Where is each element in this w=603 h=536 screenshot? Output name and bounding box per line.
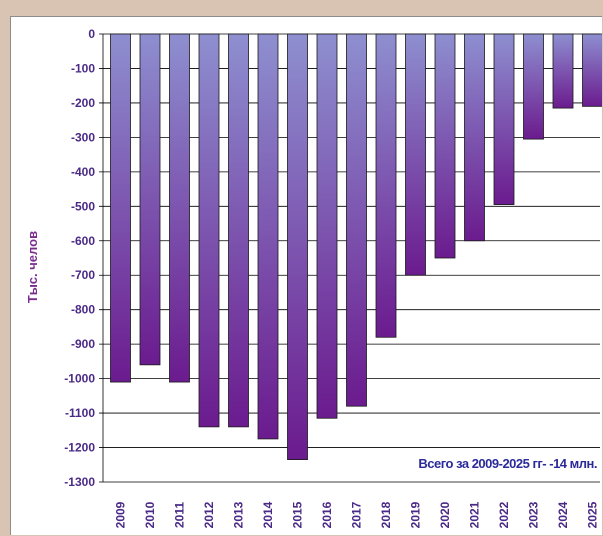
x-tick-label-2017: 2017	[350, 501, 364, 528]
bar-2024	[552, 33, 574, 109]
y-axis-label: Тыс. челов	[25, 231, 40, 303]
x-tick-label-2014: 2014	[261, 501, 275, 528]
y-tick-label: -1200	[64, 441, 95, 455]
x-tick-label-2025: 2025	[586, 501, 600, 528]
x-tick-label-2020: 2020	[438, 501, 452, 528]
bar-2015	[287, 33, 308, 461]
bar-2023	[523, 33, 544, 140]
y-tick-label: -1300	[64, 475, 95, 489]
y-tick-labels: 0 -100 -200 -300 -400 -500 -600 -700 -800 -900 -10…	[64, 27, 95, 489]
x-tick-label-2015: 2015	[291, 501, 305, 528]
bar-2025	[582, 33, 602, 107]
x-tick-label-2021: 2021	[468, 501, 482, 528]
x-tick-label-2024: 2024	[556, 501, 570, 528]
y-tick-label: -600	[71, 234, 95, 248]
bar-2012	[198, 33, 220, 428]
bar-2017	[346, 33, 367, 407]
y-tick-label: -100	[71, 61, 95, 75]
bar-chart: 0 -100 -200 -300 -400 -500 -600 -700 -800 -900 -10…	[25, 27, 602, 528]
bar-2013	[228, 33, 249, 428]
y-tick-label: -1100	[65, 406, 95, 420]
bar-2016	[316, 33, 338, 419]
y-tick-label: -400	[71, 165, 95, 179]
y-tick-label: -200	[71, 96, 95, 110]
bars	[110, 33, 602, 461]
x-tick-label-2010: 2010	[143, 501, 157, 528]
y-tick-label: 0	[88, 27, 95, 41]
y-tick-label: -1000	[64, 372, 95, 386]
bar-2022	[493, 33, 515, 205]
y-tick-label: -900	[71, 337, 95, 351]
x-tick-label-2013: 2013	[232, 501, 246, 528]
bar-2019	[405, 33, 426, 276]
bar-2011	[169, 33, 190, 383]
x-tick-label-2016: 2016	[320, 501, 334, 528]
x-tick-label-2018: 2018	[379, 501, 393, 528]
total-annotation: Всего за 2009-2025 гг- -14 млн.	[418, 456, 597, 471]
bar-2018	[375, 33, 397, 338]
bar-2014	[257, 33, 279, 440]
x-tick-label-2009: 2009	[114, 501, 128, 528]
y-tick-label: -300	[71, 130, 95, 144]
bar-2009	[110, 33, 131, 383]
x-tick-label-2012: 2012	[202, 501, 216, 528]
x-tick-labels: 2009 2010 2011 2012 2013 2014 2015 2016 2017 2018…	[114, 501, 600, 528]
y-tick-label: -800	[71, 303, 95, 317]
y-tick-label: -700	[71, 268, 95, 282]
bar-2020	[434, 33, 456, 259]
x-tick-label-2011: 2011	[173, 502, 187, 528]
bar-2021	[464, 33, 485, 242]
y-tick-label: -500	[71, 199, 95, 213]
x-tick-label-2019: 2019	[409, 501, 423, 528]
bar-2010	[139, 33, 161, 366]
x-tick-label-2022: 2022	[497, 501, 511, 528]
x-tick-label-2023: 2023	[527, 501, 541, 528]
chart-frame: 0 -100 -200 -300 -400 -500 -600 -700 -800 -900 -10…	[10, 16, 602, 535]
